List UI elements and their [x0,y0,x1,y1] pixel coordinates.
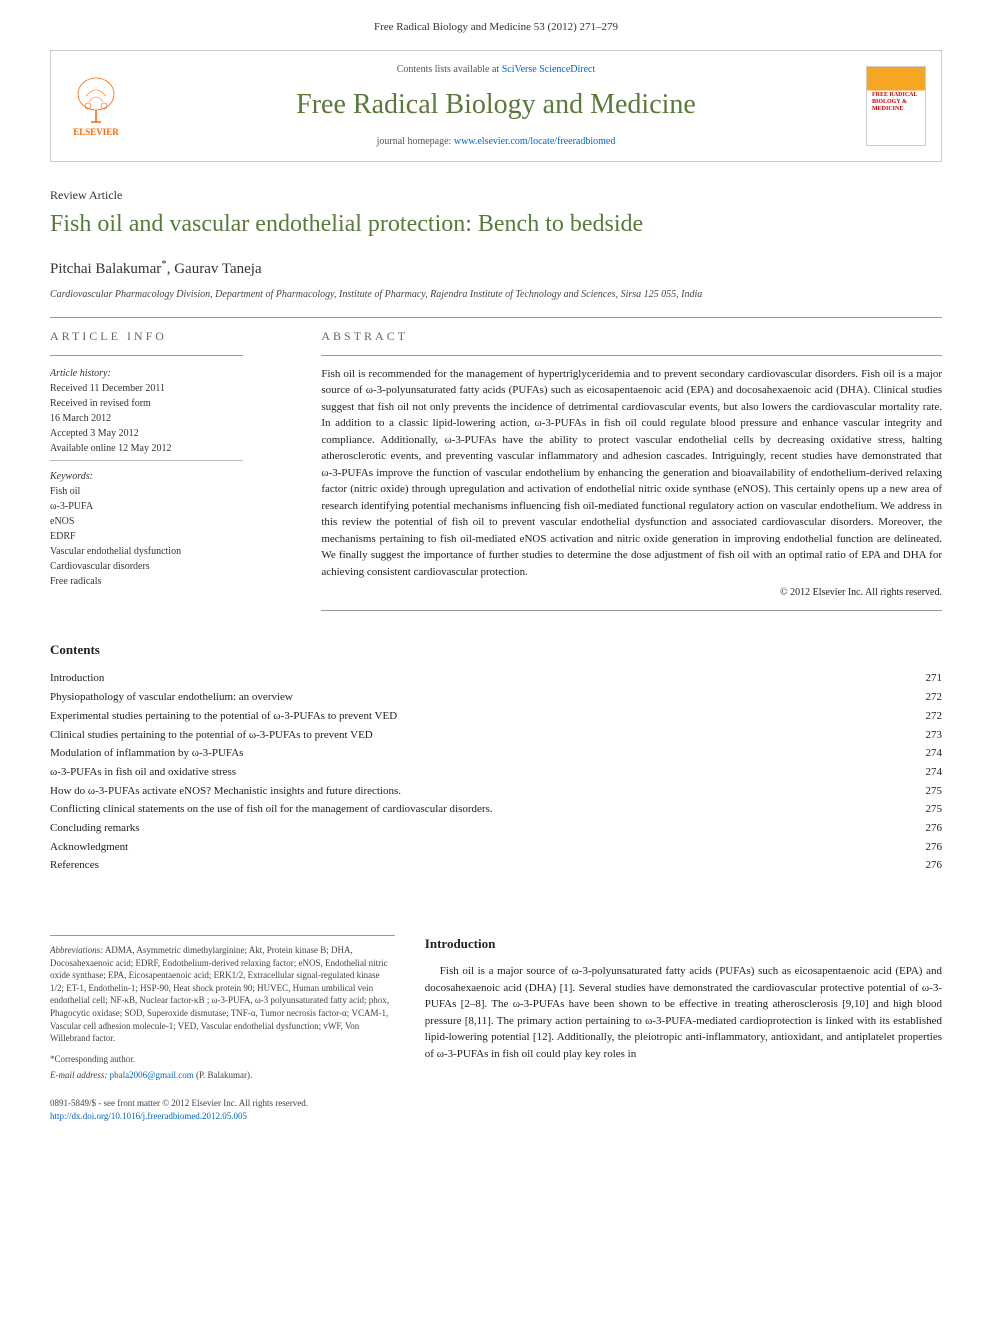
toc-title[interactable]: Experimental studies pertaining to the p… [50,707,397,726]
divider [50,317,942,318]
toc-page: 272 [926,688,943,707]
revised-date: 16 March 2012 [50,411,291,426]
email-link[interactable]: pbala2006@gmail.com [110,1070,194,1080]
toc-row: Acknowledgment 276 [50,838,942,857]
toc-page: 276 [926,856,943,875]
toc-row: Concluding remarks 276 [50,819,942,838]
introduction-section: Introduction Fish oil is a major source … [425,935,942,1122]
contents-available-label: Contents lists available at [397,64,499,75]
toc-row: Physiopathology of vascular endothelium:… [50,688,942,707]
abstract-column: ABSTRACT Fish oil is recommended for the… [321,328,942,621]
toc-title[interactable]: Conflicting clinical statements on the u… [50,800,493,819]
author-1: Pitchai Balakumar [50,261,161,277]
issn-line: 0891-5849/$ - see front matter © 2012 El… [50,1097,395,1110]
keyword: eNOS [50,514,291,529]
toc-page: 271 [926,669,943,688]
contents-available-text: Contents lists available at SciVerse Sci… [141,63,851,77]
keyword: Free radicals [50,574,291,589]
keyword: ω-3-PUFA [50,499,291,514]
abstract-body: Fish oil is recommended for the manageme… [321,366,942,581]
elsevier-label: ELSEVIER [73,126,119,139]
keywords-label: Keywords: [50,469,291,484]
journal-banner: ELSEVIER Contents lists available at Sci… [50,50,942,161]
keyword: Vascular endothelial dysfunction [50,544,291,559]
keyword: Cardiovascular disorders [50,559,291,574]
history-label: Article history: [50,366,291,381]
journal-cover-thumbnail: FREE RADICAL BIOLOGY & MEDICINE [866,66,926,146]
elsevier-logo: ELSEVIER [66,71,126,141]
toc-page: 275 [926,800,943,819]
introduction-heading: Introduction [425,935,942,953]
homepage-label: journal homepage: [377,136,452,147]
abbreviations-block: Abbreviations: ADMA, Asymmetric dimethyl… [50,935,395,1122]
toc-page: 273 [926,726,943,745]
abbreviations-text: ADMA, Asymmetric dimethylarginine; Akt, … [50,945,389,1043]
info-abstract-row: ARTICLE INFO Article history: Received 1… [50,328,942,621]
affiliation: Cardiovascular Pharmacology Division, De… [50,288,942,302]
email-label: E-mail address: [50,1070,107,1080]
authors: Pitchai Balakumar*, Gaurav Taneja [50,257,942,280]
toc-title[interactable]: ω-3-PUFAs in fish oil and oxidative stre… [50,763,236,782]
toc-row: References 276 [50,856,942,875]
toc-row: Modulation of inflammation by ω-3-PUFAs 2… [50,744,942,763]
toc-row: Clinical studies pertaining to the poten… [50,726,942,745]
article-type: Review Article [50,187,942,204]
journal-name: Free Radical Biology and Medicine [141,85,851,124]
doi-link[interactable]: http://dx.doi.org/10.1016/j.freeradbiome… [50,1111,247,1121]
toc-page: 275 [926,782,943,801]
article-title: Fish oil and vascular endothelial protec… [50,208,942,242]
journal-homepage: journal homepage: www.elsevier.com/locat… [141,135,851,149]
banner-center: Contents lists available at SciVerse Sci… [141,63,851,148]
article-info-column: ARTICLE INFO Article history: Received 1… [50,328,291,621]
toc-page: 276 [926,838,943,857]
toc-title[interactable]: Concluding remarks [50,819,140,838]
footer-info: 0891-5849/$ - see front matter © 2012 El… [50,1097,395,1122]
author-2: , Gaurav Taneja [167,261,262,277]
abbreviations-label: Abbreviations: [50,945,103,955]
abstract-copyright: © 2012 Elsevier Inc. All rights reserved… [321,586,942,600]
introduction-text: Fish oil is a major source of ω-3-polyun… [425,963,942,1062]
toc-page: 272 [926,707,943,726]
contents-heading: Contents [50,641,942,659]
header-citation: Free Radical Biology and Medicine 53 (20… [50,20,942,35]
scidirect-link[interactable]: SciVerse ScienceDirect [502,64,596,75]
revised-label: Received in revised form [50,396,291,411]
toc-row: Experimental studies pertaining to the p… [50,707,942,726]
toc-page: 274 [926,763,943,782]
corresponding-author: *Corresponding author. [50,1053,395,1066]
toc-row: Introduction 271 [50,669,942,688]
homepage-link[interactable]: www.elsevier.com/locate/freeradbiomed [454,136,616,147]
toc-title[interactable]: How do ω-3-PUFAs activate eNOS? Mechanis… [50,782,401,801]
toc-title[interactable]: Clinical studies pertaining to the poten… [50,726,373,745]
accepted-date: Accepted 3 May 2012 [50,426,291,441]
toc-page: 274 [926,744,943,763]
abstract-heading: ABSTRACT [321,328,942,345]
toc-row: ω-3-PUFAs in fish oil and oxidative stre… [50,763,942,782]
received-date: Received 11 December 2011 [50,381,291,396]
toc-title[interactable]: Acknowledgment [50,838,128,857]
elsevier-tree-icon [71,74,121,124]
toc-title[interactable]: References [50,856,99,875]
email-name: (P. Balakumar). [196,1070,252,1080]
bottom-section: Abbreviations: ADMA, Asymmetric dimethyl… [50,935,942,1122]
toc-row: Conflicting clinical statements on the u… [50,800,942,819]
table-of-contents: Introduction 271 Physiopathology of vascul… [50,669,942,875]
toc-page: 276 [926,819,943,838]
keyword: Fish oil [50,484,291,499]
journal-cover-title: FREE RADICAL BIOLOGY & MEDICINE [872,92,920,114]
online-date: Available online 12 May 2012 [50,441,291,456]
article-info-body: Article history: Received 11 December 20… [50,366,291,589]
toc-title[interactable]: Modulation of inflammation by ω-3-PUFAs [50,744,243,763]
toc-title[interactable]: Introduction [50,669,104,688]
toc-row: How do ω-3-PUFAs activate eNOS? Mechanis… [50,782,942,801]
article-info-heading: ARTICLE INFO [50,328,291,345]
keyword: EDRF [50,529,291,544]
toc-title[interactable]: Physiopathology of vascular endothelium:… [50,688,293,707]
